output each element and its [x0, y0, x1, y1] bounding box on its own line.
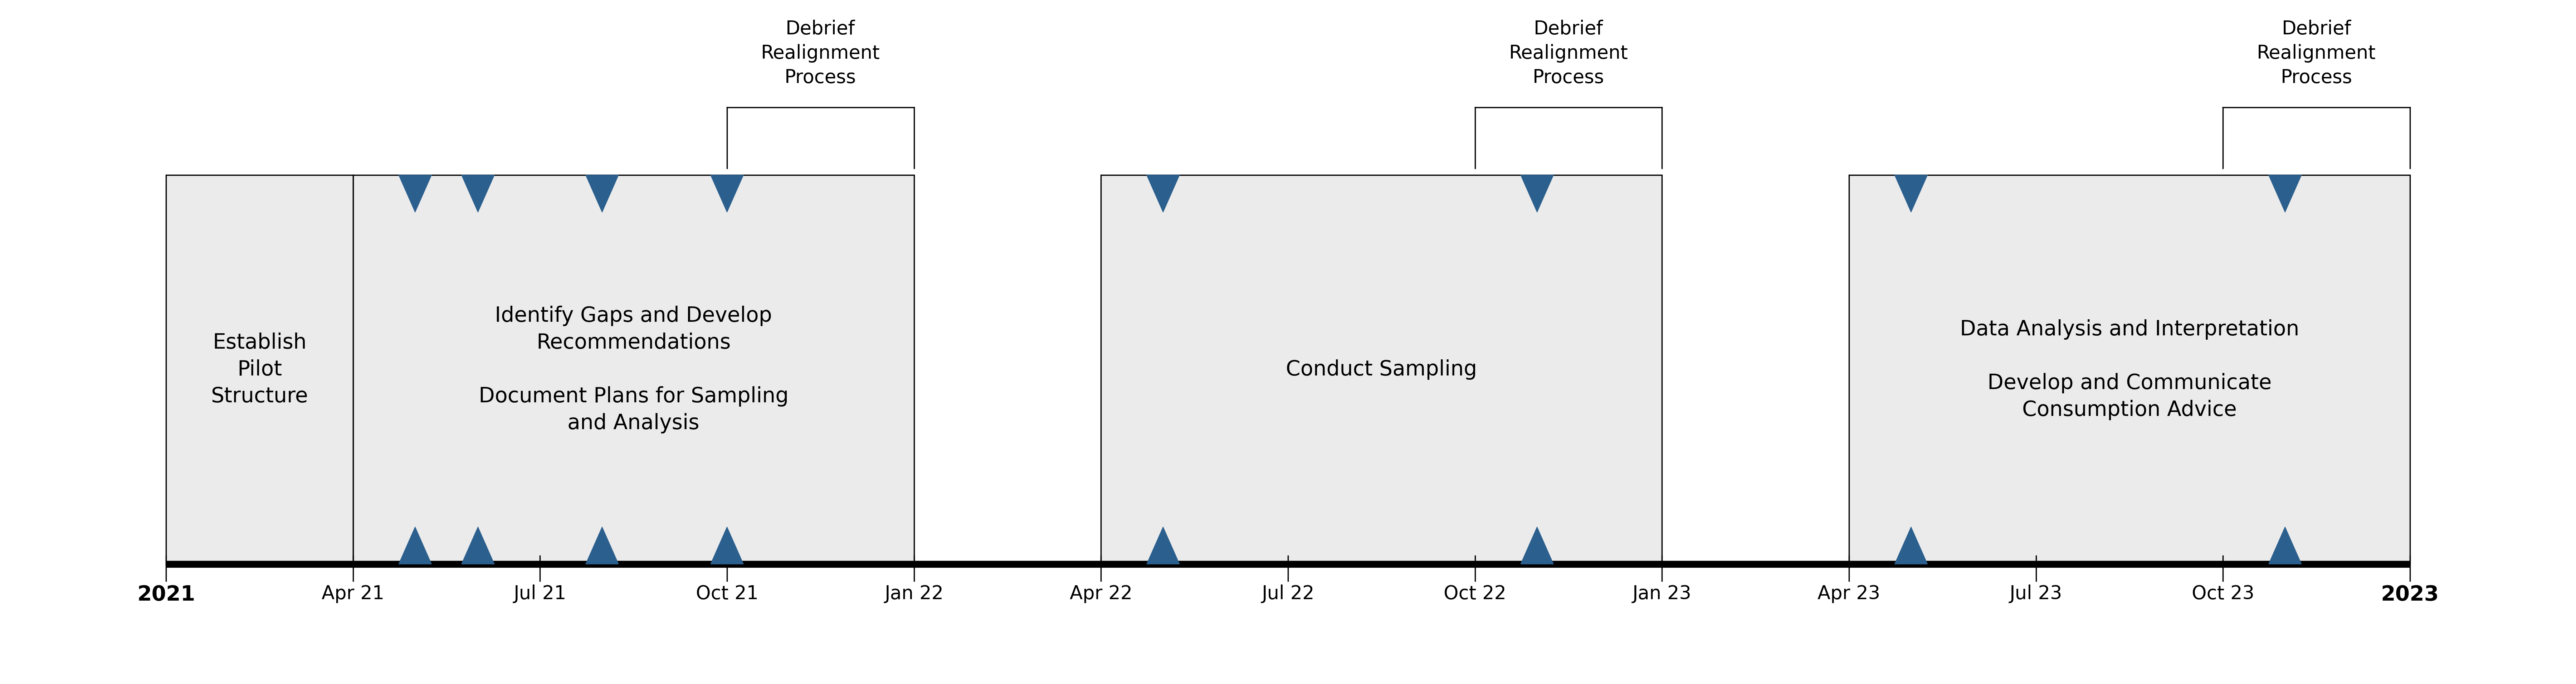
Text: Jul 21: Jul 21 [513, 584, 567, 603]
Polygon shape [1893, 175, 1927, 212]
Text: Oct 23: Oct 23 [2192, 584, 2254, 603]
Bar [165, 175, 353, 564]
Bar [353, 175, 914, 564]
Polygon shape [1520, 175, 1553, 212]
Polygon shape [1146, 527, 1180, 564]
Bar [1100, 175, 1662, 564]
Polygon shape [2269, 175, 2300, 212]
Polygon shape [1520, 527, 1553, 564]
Bar [1850, 175, 2411, 564]
Text: Apr 23: Apr 23 [1819, 584, 1880, 603]
Text: Oct 21: Oct 21 [696, 584, 757, 603]
Polygon shape [711, 527, 744, 564]
Polygon shape [399, 175, 433, 212]
Polygon shape [585, 527, 618, 564]
Text: Conduct Sampling: Conduct Sampling [1285, 359, 1476, 380]
Polygon shape [585, 175, 618, 212]
Polygon shape [461, 175, 495, 212]
Text: Debrief
Realignment
Process: Debrief Realignment Process [1510, 19, 1628, 87]
Polygon shape [1146, 175, 1180, 212]
Text: Jul 22: Jul 22 [1262, 584, 1314, 603]
Text: Jan 23: Jan 23 [1633, 584, 1692, 603]
Polygon shape [1893, 527, 1927, 564]
Text: Jan 22: Jan 22 [884, 584, 943, 603]
Polygon shape [2269, 527, 2300, 564]
Text: 2021: 2021 [137, 584, 196, 605]
Text: Apr 21: Apr 21 [322, 584, 384, 603]
Text: Apr 22: Apr 22 [1069, 584, 1133, 603]
Polygon shape [399, 527, 433, 564]
Text: Oct 22: Oct 22 [1443, 584, 1507, 603]
Polygon shape [711, 175, 744, 212]
Text: Jul 23: Jul 23 [2009, 584, 2063, 603]
Text: Identify Gaps and Develop
Recommendations

Document Plans for Sampling
and Analy: Identify Gaps and Develop Recommendation… [479, 306, 788, 434]
Text: Establish
Pilot
Structure: Establish Pilot Structure [211, 332, 309, 406]
Text: 2023: 2023 [2380, 584, 2439, 605]
Polygon shape [461, 527, 495, 564]
Text: Debrief
Realignment
Process: Debrief Realignment Process [2257, 19, 2375, 87]
Text: Debrief
Realignment
Process: Debrief Realignment Process [760, 19, 881, 87]
Text: Data Analysis and Interpretation

Develop and Communicate
Consumption Advice: Data Analysis and Interpretation Develop… [1960, 319, 2300, 420]
